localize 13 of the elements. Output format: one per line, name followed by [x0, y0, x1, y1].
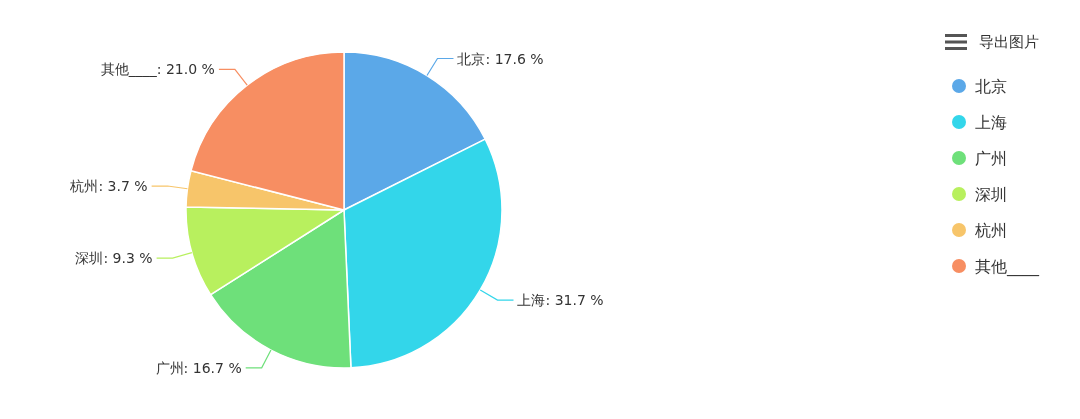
legend-label: 北京	[975, 76, 1007, 96]
legend-label: 杭州	[974, 220, 1007, 240]
legend-label: 其他____	[975, 256, 1040, 277]
legend-label: 上海	[975, 112, 1007, 132]
data-label: 深圳: 9.3 %	[75, 250, 153, 267]
data-label: 其他____: 21.0 %	[100, 61, 215, 78]
data-label: 广州: 16.7 %	[155, 359, 242, 376]
text: 导出图片	[979, 33, 1039, 51]
data-label: 上海: 31.7 %	[517, 292, 604, 309]
legend-label: 深圳	[975, 184, 1007, 204]
legend-label: 广州	[975, 148, 1007, 168]
data-label: 北京: 17.6 %	[457, 50, 544, 67]
data-label: 杭州: 3.7 %	[69, 178, 148, 195]
